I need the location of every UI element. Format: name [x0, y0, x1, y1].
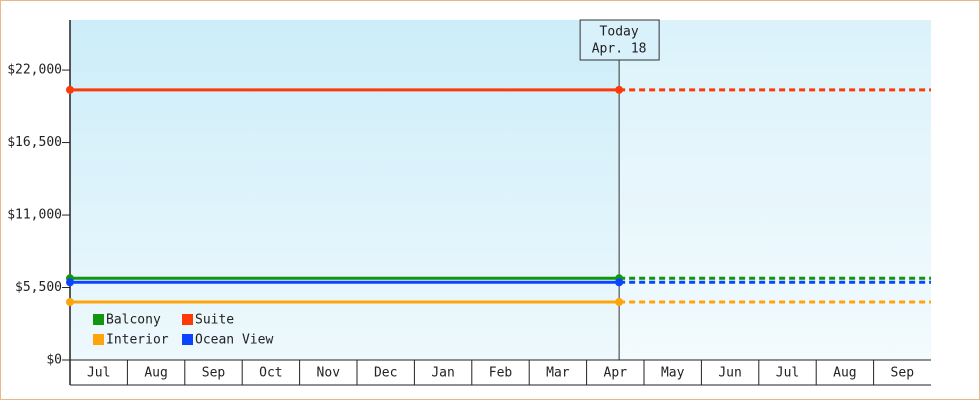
today-box	[579, 19, 660, 61]
series-point	[615, 278, 624, 287]
legend-label: Interior	[106, 333, 169, 348]
x-tick-label: Jun	[718, 366, 741, 381]
x-tick-label: Aug	[833, 366, 856, 381]
x-tick-label: Jan	[431, 366, 454, 381]
today-label: Apr. 18	[592, 42, 647, 57]
legend-label: Balcony	[106, 313, 161, 328]
x-tick-label: Apr	[604, 366, 628, 381]
x-tick-label: May	[661, 366, 685, 381]
x-tick-label: Jul	[87, 366, 110, 381]
y-tick-label: $0	[46, 353, 62, 368]
x-tick-label: Jul	[776, 366, 799, 381]
series-point	[66, 85, 74, 94]
series-point	[66, 298, 74, 307]
x-tick-label: Sep	[891, 366, 915, 381]
future-region	[619, 20, 931, 360]
series-point	[615, 298, 624, 307]
x-tick-label: Dec	[374, 366, 397, 381]
series-point	[66, 278, 74, 287]
x-tick-label: Mar	[546, 366, 570, 381]
x-tick-label: Oct	[259, 366, 282, 381]
legend-label: Ocean View	[195, 333, 273, 348]
y-tick-label: $16,500	[7, 135, 62, 150]
y-tick-label: $11,000	[7, 208, 62, 223]
today-label: Today	[600, 25, 639, 40]
x-tick-label: Feb	[489, 366, 513, 381]
y-tick-label: $22,000	[7, 63, 62, 78]
legend-swatch	[93, 334, 104, 345]
series-point	[615, 85, 624, 94]
legend-swatch	[182, 334, 193, 345]
x-tick-label: Aug	[144, 366, 167, 381]
legend-swatch	[182, 314, 193, 325]
y-tick-label: $5,500	[15, 280, 62, 295]
legend-label: Suite	[195, 313, 234, 328]
legend-swatch	[93, 314, 104, 325]
x-tick-label: Sep	[202, 366, 226, 381]
x-tick-label: Nov	[317, 366, 341, 381]
